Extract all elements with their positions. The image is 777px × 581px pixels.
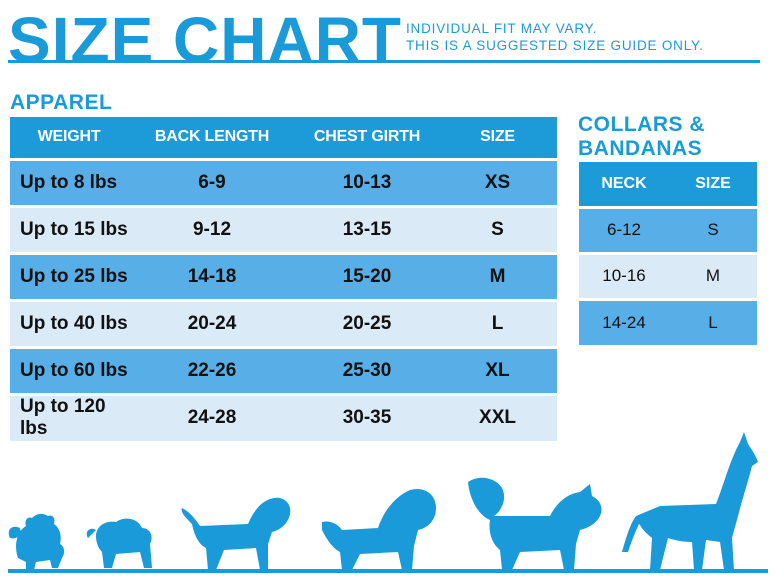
table-row: Up to 25 lbs 14-18 15-20 M (10, 251, 557, 300)
table-row: Up to 40 lbs 20-24 20-25 L (10, 298, 557, 347)
column-header-size: SIZE (669, 162, 757, 207)
weight-cell: Up to 8 lbs (10, 157, 128, 206)
size-cell: XL (438, 345, 557, 394)
chest-girth-cell: 10-13 (296, 157, 438, 206)
chest-girth-cell: 25-30 (296, 345, 438, 394)
collars-title-line-1: COLLARS & (578, 113, 705, 136)
table-row: Up to 8 lbs 6-9 10-13 XS (10, 157, 557, 206)
disclaimer-line-1: INDIVIDUAL FIT MAY VARY. (406, 21, 598, 36)
table-row: Up to 120 lbs 24-28 30-35 XXL (10, 392, 557, 441)
table-row: 10-16 M (579, 251, 757, 299)
weight-cell: Up to 25 lbs (10, 251, 128, 300)
apparel-size-table: WEIGHT BACK LENGTH CHEST GIRTH SIZE Up t… (10, 117, 557, 441)
table-row: Up to 15 lbs 9-12 13-15 S (10, 204, 557, 253)
column-header-neck: NECK (579, 162, 669, 207)
back-length-cell: 14-18 (128, 251, 296, 300)
title-divider (8, 60, 760, 63)
collars-title-line-2: BANDANAS (578, 137, 703, 160)
chest-girth-cell: 15-20 (296, 251, 438, 300)
weight-cell: Up to 15 lbs (10, 204, 128, 253)
column-header-size: SIZE (438, 117, 557, 159)
chest-girth-cell: 13-15 (296, 204, 438, 253)
back-length-cell: 22-26 (128, 345, 296, 394)
pug-icon (86, 518, 152, 568)
husky-icon (468, 477, 602, 570)
size-cell: S (438, 204, 557, 253)
size-cell: L (438, 298, 557, 347)
table-row: 14-24 L (579, 297, 757, 345)
column-header-back-length: BACK LENGTH (128, 117, 296, 159)
weight-cell: Up to 40 lbs (10, 298, 128, 347)
table-row: Up to 60 lbs 22-26 25-30 XL (10, 345, 557, 394)
table-row: 6-12 S (579, 205, 757, 253)
collars-size-table: NECK SIZE 6-12 S 10-16 M 14-24 L (579, 162, 757, 345)
apparel-header-row: WEIGHT BACK LENGTH CHEST GIRTH SIZE (10, 117, 557, 159)
fit-disclaimer: INDIVIDUAL FIT MAY VARY. THIS IS A SUGGE… (406, 20, 704, 54)
chest-girth-cell: 20-25 (296, 298, 438, 347)
back-length-cell: 24-28 (128, 392, 296, 441)
neck-cell: 6-12 (579, 205, 669, 253)
back-length-cell: 20-24 (128, 298, 296, 347)
weight-cell: Up to 60 lbs (10, 345, 128, 394)
collars-header-row: NECK SIZE (579, 162, 757, 207)
dog-silhouettes-illustration (8, 432, 768, 573)
pomeranian-icon (8, 513, 65, 570)
size-cell: L (669, 297, 757, 345)
beagle-icon (181, 497, 291, 570)
great-dane-icon (622, 432, 758, 570)
column-header-chest-girth: CHEST GIRTH (296, 117, 438, 159)
apparel-section-title: APPAREL (10, 91, 113, 114)
size-cell: XS (438, 157, 557, 206)
size-cell: M (438, 251, 557, 300)
back-length-cell: 6-9 (128, 157, 296, 206)
neck-cell: 14-24 (579, 297, 669, 345)
weight-cell: Up to 120 lbs (10, 392, 128, 441)
back-length-cell: 9-12 (128, 204, 296, 253)
chest-girth-cell: 30-35 (296, 392, 438, 441)
collars-section-title: COLLARS & BANDANAS (578, 113, 705, 161)
size-cell: M (669, 251, 757, 299)
ground-line (8, 569, 768, 573)
disclaimer-line-2: THIS IS A SUGGESTED SIZE GUIDE ONLY. (406, 38, 704, 53)
size-cell: S (669, 205, 757, 253)
size-cell: XXL (438, 392, 557, 441)
spaniel-icon (322, 488, 436, 570)
column-header-weight: WEIGHT (10, 117, 128, 159)
neck-cell: 10-16 (579, 251, 669, 299)
